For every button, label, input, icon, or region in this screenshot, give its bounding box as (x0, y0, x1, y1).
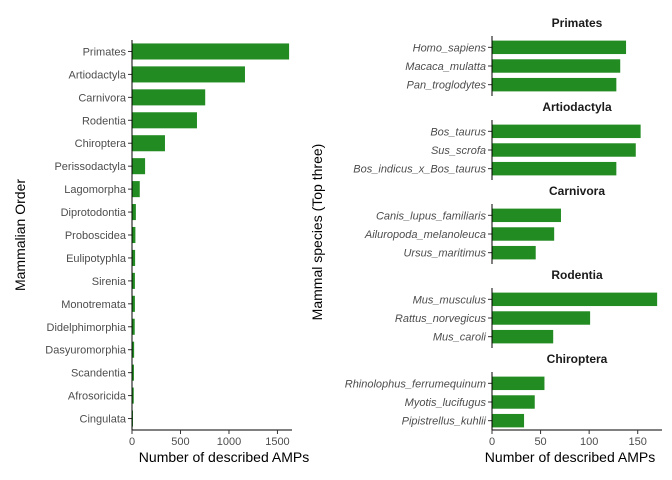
bar-eulipotyphla (132, 249, 136, 266)
y-tick-label-lagomorpha: Lagomorpha (64, 184, 127, 196)
bar-myotis-lucifugus (492, 395, 535, 409)
bar-afrosoricida (132, 387, 134, 404)
y-tick-label-cingulata: Cingulata (80, 414, 127, 426)
y-tick-label-afrosoricida: Afrosoricida (68, 391, 127, 403)
y-tick-label-rodentia: Rodentia (82, 115, 127, 127)
bar-lagomorpha (132, 181, 140, 198)
y-tick-label-sirenia: Sirenia (92, 276, 127, 288)
bar-scandentia (132, 364, 134, 381)
bar-didelphimorphia (132, 318, 135, 335)
x-tick-label-0: 0 (129, 436, 135, 448)
y-tick-label-didelphimorphia: Didelphimorphia (47, 322, 127, 334)
x-axis-title: Number of described AMPs (139, 449, 309, 465)
right-chart-species: Primates Homo_sapiens Macaca_mulatta Pan_tr… (309, 16, 662, 465)
bar-sus-scrofa (492, 143, 636, 157)
bar-pan-troglodytes (492, 77, 617, 92)
bar-ursus-maritimus (492, 245, 536, 260)
y-tick-label-sus-scrofa: Sus_scrofa (431, 145, 486, 157)
x-tick-label-1000: 1000 (217, 436, 241, 448)
y-tick-label-mus-caroli: Mus_caroli (433, 332, 487, 344)
facet-title-carnivora: Carnivora (549, 184, 605, 198)
y-tick-label-mus-musculus: Mus_musculus (413, 294, 487, 306)
x-tick-label-50: 50 (534, 436, 546, 448)
bar-rattus-norvegicus (492, 311, 591, 325)
y-tick-label-homo-sapiens: Homo_sapiens (413, 42, 487, 54)
bar-carnivora (132, 89, 206, 106)
facet-artiodactyla: Artiodactyla Bos_taurus Sus_scrofa Bos_indi… (353, 100, 641, 180)
y-tick-label-pipistrellus-kuhlii: Pipistrellus_kuhlii (402, 416, 487, 428)
left-chart-order: Primates Artiodactyla Carnivora Rodentia Chi… (12, 40, 309, 465)
facet-title-primates: Primates (552, 16, 603, 30)
y-tick-label-chiroptera: Chiroptera (75, 138, 127, 150)
bar-perissodactyla (132, 158, 146, 175)
y-tick-label-bos-taurus: Bos_taurus (430, 126, 486, 138)
y-axis-title: Mammal species (Top three) (309, 144, 325, 321)
y-tick-label-proboscidea: Proboscidea (65, 230, 127, 242)
y-tick-label-ailuropoda-melanoleuca: Ailuropoda_melanoleuca (364, 229, 486, 241)
y-tick-label-perissodactyla: Perissodactyla (54, 161, 126, 173)
x-tick-label-500: 500 (171, 436, 189, 448)
bar-bos-indicus-x-bos-taurus (492, 161, 617, 176)
bar-homo-sapiens (492, 40, 627, 55)
bar-dasyuromorphia (132, 341, 135, 358)
facet-chiroptera: Chiroptera Rhinolophus_ferrumequinum Myoti… (345, 352, 608, 432)
y-tick-label-eulipotyphla: Eulipotyphla (66, 253, 127, 265)
y-axis-title: Mammalian Order (12, 179, 28, 291)
y-tick-label-diprotodontia: Diprotodontia (61, 207, 127, 219)
bar-primates (132, 43, 290, 60)
y-tick-label-monotremata: Monotremata (61, 299, 127, 311)
bar-artiodactyla (132, 66, 245, 83)
bar-sirenia (132, 272, 135, 289)
x-tick-label-150: 150 (629, 436, 647, 448)
y-tick-label-bos-indicus-x-bos-taurus: Bos_indicus_x_Bos_taurus (353, 164, 486, 176)
y-tick-label-artiodactyla: Artiodactyla (69, 69, 127, 81)
bar-canis-lupus-familiaris (492, 208, 561, 223)
y-tick-label-ursus-maritimus: Ursus_maritimus (403, 248, 486, 260)
bar-ailuropoda-melanoleuca (492, 227, 555, 241)
x-tick-label-0: 0 (489, 436, 495, 448)
x-axis-title: Number of described AMPs (485, 449, 655, 465)
y-tick-label-primates: Primates (83, 46, 127, 58)
bar-rodentia (132, 112, 197, 129)
facet-title-chiroptera: Chiroptera (547, 352, 608, 366)
y-tick-label-canis-lupus-familiaris: Canis_lupus_familiaris (376, 210, 487, 222)
y-tick-label-carnivora: Carnivora (78, 92, 127, 104)
bar-diprotodontia (132, 204, 136, 221)
facet-primates: Primates Homo_sapiens Macaca_mulatta Pan_tr… (405, 16, 627, 96)
bar-pipistrellus-kuhlii (492, 413, 525, 428)
y-tick-label-scandentia: Scandentia (71, 368, 127, 380)
facet-carnivora: Carnivora Canis_lupus_familiaris Ailuropod… (364, 184, 605, 264)
bar-mus-caroli (492, 329, 554, 344)
x-tick-label-100: 100 (580, 436, 598, 448)
y-tick-label-rhinolophus-ferrumequinum: Rhinolophus_ferrumequinum (345, 378, 486, 390)
bar-monotremata (132, 295, 135, 312)
bar-chiroptera (132, 135, 165, 152)
facet-title-rodentia: Rodentia (551, 268, 603, 282)
bar-macaca-mulatta (492, 59, 621, 73)
y-tick-label-dasyuromorphia: Dasyuromorphia (45, 345, 127, 357)
facet-title-artiodactyla: Artiodactyla (542, 100, 612, 114)
x-tick-label-1500: 1500 (265, 436, 289, 448)
y-tick-label-myotis-lucifugus: Myotis_lucifugus (405, 397, 487, 409)
y-tick-label-rattus-norvegicus: Rattus_norvegicus (395, 313, 487, 325)
y-tick-label-macaca-mulatta: Macaca_mulatta (405, 61, 486, 73)
bar-mus-musculus (492, 292, 658, 307)
bar-rhinolophus-ferrumequinum (492, 376, 545, 391)
bar-proboscidea (132, 226, 136, 244)
bar-bos-taurus (492, 124, 641, 139)
y-tick-label-pan-troglodytes: Pan_troglodytes (407, 80, 487, 92)
facet-rodentia: Rodentia Mus_musculus Rattus_norvegicus Mus… (395, 268, 658, 348)
